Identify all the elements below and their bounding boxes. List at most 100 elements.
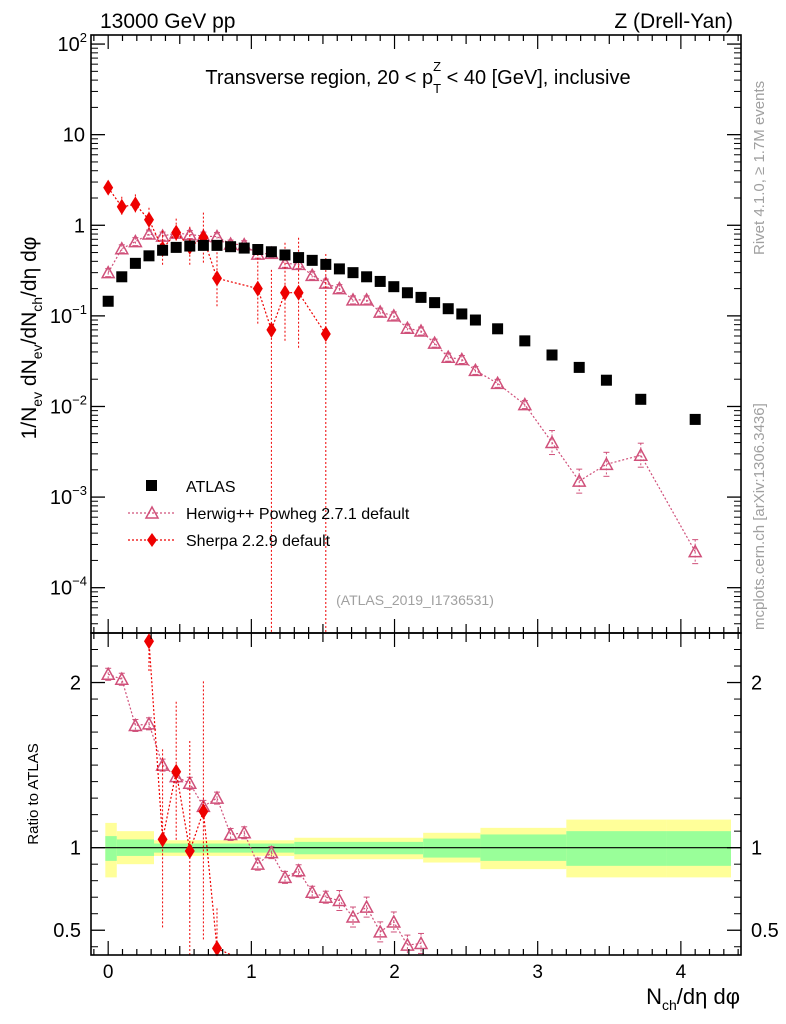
atlas-point	[143, 250, 155, 262]
main-panel: 102 10 1 10−1 10−2 10−3 10−4 Transverse region…	[50, 30, 742, 634]
herwig-point	[413, 323, 429, 337]
atlas-point	[170, 241, 182, 253]
x-tick-label: 2	[389, 962, 400, 983]
ratio-tick-label: 0.5	[53, 920, 81, 942]
atlas-point	[415, 291, 427, 303]
atlas-point	[442, 303, 454, 315]
sherpa-ratio-point	[143, 633, 154, 650]
herwig-point	[318, 275, 334, 289]
atlas-point	[333, 263, 345, 275]
band-inner-segment	[666, 831, 731, 866]
herwig-point	[599, 456, 614, 471]
sherpa-point	[211, 270, 222, 287]
herwig-point	[100, 265, 116, 279]
sherpa-point	[171, 224, 182, 241]
rivet-version-label: Rivet 4.1.0, ≥ 1.7M events	[751, 81, 768, 255]
legend: ATLAS Herwig++ Powheg 2.7.1 default Sher…	[128, 479, 410, 550]
herwig-ratio-point	[114, 671, 130, 685]
atlas-series	[102, 239, 701, 425]
herwig-point	[141, 226, 157, 240]
atlas-point	[320, 258, 332, 270]
ratio-panel: 0.5 0.5 1 1 2 2 0 1 2 3 4	[53, 632, 779, 983]
analysis-tag: (ATLAS_2019_I1736531)	[336, 592, 494, 608]
sherpa-ratio-point	[198, 803, 209, 820]
y-tick-label: 102	[58, 30, 87, 56]
herwig-ratio-point	[318, 889, 334, 903]
herwig-point	[517, 396, 533, 411]
herwig-ratio-point	[223, 826, 238, 841]
x-tick-label: 0	[103, 962, 114, 983]
sherpa-point	[252, 280, 263, 297]
ratio-tick-label: 2	[70, 673, 81, 695]
y-tick-label: 10	[63, 125, 85, 147]
herwig-point	[468, 362, 483, 377]
atlas-point	[211, 239, 223, 251]
sherpa-point	[320, 326, 331, 343]
herwig-point	[687, 544, 703, 558]
herwig-ratio-point	[182, 775, 198, 790]
legend-atlas-marker	[146, 480, 157, 491]
herwig-ratio-point	[372, 924, 388, 938]
ratio-tick-label-right: 1	[751, 838, 762, 860]
header-right: Z (Drell-Yan)	[614, 10, 733, 33]
header-left: 13000 GeV pp	[100, 10, 235, 33]
y-axis-title: 1/Nev dNev/dNch/dη dφ	[18, 237, 45, 440]
sherpa-point	[293, 284, 304, 301]
atlas-point	[429, 297, 441, 309]
y-tick-label: 10−1	[50, 302, 87, 328]
x-tick-label: 3	[532, 962, 543, 983]
y-tick-label: 10−2	[50, 392, 87, 418]
band-inner-segment	[105, 836, 117, 861]
sherpa-ratio-point	[157, 831, 168, 848]
atlas-point	[265, 246, 277, 258]
herwig-ratio-line	[107, 673, 422, 946]
herwig-ratio-point	[264, 845, 279, 859]
atlas-point	[157, 244, 169, 256]
herwig-point	[332, 281, 347, 295]
atlas-point	[279, 249, 291, 261]
atlas-point	[306, 254, 318, 266]
chart-title: Transverse region, 20 < pTZ < 40 [GeV], …	[205, 59, 630, 96]
herwig-ratio-series	[100, 666, 429, 956]
atlas-point	[492, 323, 504, 335]
atlas-point	[635, 393, 647, 405]
ratio-y-axis-title: Ratio to ATLAS	[25, 743, 42, 844]
herwig-ratio-point	[400, 937, 415, 951]
sherpa-point	[103, 179, 114, 196]
atlas-point	[184, 240, 196, 252]
herwig-point	[304, 267, 320, 282]
herwig-line	[107, 232, 696, 552]
herwig-ratio-point	[277, 869, 293, 884]
sherpa-point	[130, 196, 141, 213]
mcplots-label: mcplots.cern.ch [arXiv:1306.3436]	[751, 403, 768, 630]
herwig-ratio-point	[100, 666, 116, 681]
atlas-point	[102, 295, 114, 307]
legend-atlas-label: ATLAS	[186, 479, 236, 496]
sherpa-point	[116, 198, 127, 215]
herwig-point	[372, 304, 388, 318]
sherpa-ratio-point	[171, 763, 182, 780]
sherpa-ratio-point	[211, 940, 222, 957]
herwig-point	[359, 292, 374, 306]
herwig-ratio-point	[386, 914, 402, 928]
atlas-point	[600, 374, 612, 386]
ratio-tick-label-right: 0.5	[751, 920, 779, 942]
herwig-ratio-point	[128, 717, 143, 732]
herwig-ratio-point	[209, 790, 225, 804]
main-y-ticks: 102 10 1 10−1 10−2 10−3 10−4	[50, 30, 741, 625]
ratio-frame	[90, 632, 742, 956]
herwig-ratio-point	[304, 884, 320, 899]
herwig-ratio-point	[236, 825, 252, 839]
legend-sherpa-label: Sherpa 2.2.9 default	[186, 533, 331, 550]
herwig-ratio-point	[141, 716, 157, 730]
herwig-ratio-point	[332, 892, 347, 907]
atlas-point	[388, 281, 400, 293]
atlas-point	[347, 267, 359, 279]
x-tick-label: 1	[246, 962, 257, 983]
ratio-x-ticks	[93, 633, 739, 955]
atlas-point	[689, 413, 701, 425]
sherpa-point	[266, 321, 277, 338]
x-tick-labels: 0 1 2 3 4	[103, 962, 687, 983]
herwig-ratio-point	[413, 935, 429, 950]
